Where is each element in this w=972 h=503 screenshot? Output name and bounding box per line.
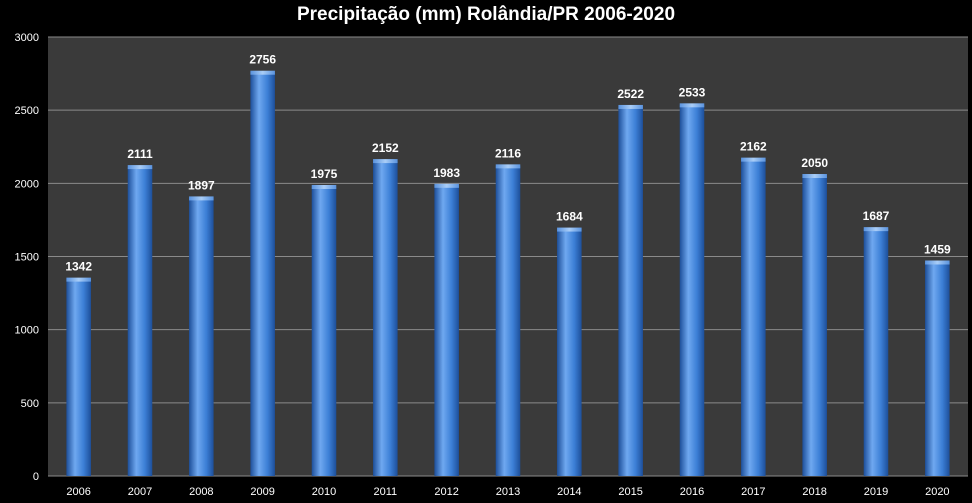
bar <box>802 176 827 476</box>
x-tick-label: 2019 <box>864 486 888 498</box>
data-label: 2050 <box>801 156 828 170</box>
data-labels: 1342 2111 1897 2756 1975 2152 1983 2116 1684 2522… <box>65 53 951 274</box>
bar <box>311 186 337 476</box>
bar <box>557 229 582 476</box>
data-label: 1983 <box>433 166 460 180</box>
data-label: 2111 <box>127 147 153 161</box>
bar <box>189 198 214 476</box>
x-tick-label: 2013 <box>496 486 520 498</box>
x-tick-label: 2014 <box>557 486 581 498</box>
x-tick-label: 2007 <box>128 486 152 498</box>
bar-cap <box>863 227 889 232</box>
y-tick-label: 500 <box>21 398 39 410</box>
x-tick-label: 2009 <box>250 486 274 498</box>
x-tick-label: 2008 <box>189 486 213 498</box>
bar <box>66 279 91 476</box>
data-label: 1897 <box>188 178 215 192</box>
data-label: 2522 <box>617 87 644 101</box>
data-label: 2756 <box>249 53 276 67</box>
bar <box>434 185 459 477</box>
bar-cap <box>250 70 275 75</box>
bars <box>66 70 950 477</box>
bar-cap <box>66 277 91 282</box>
data-label: 2162 <box>740 140 767 154</box>
x-tick-label: 2010 <box>312 486 336 498</box>
y-axis: 0 500 1000 1500 2000 2500 3000 <box>15 32 39 483</box>
bar <box>925 262 950 476</box>
bar <box>741 159 766 477</box>
bar-cap <box>925 260 950 265</box>
bar-cap <box>373 159 398 164</box>
x-tick-label: 2006 <box>66 486 90 498</box>
bar <box>373 161 398 476</box>
x-tick-label: 2016 <box>680 486 704 498</box>
x-tick-label: 2017 <box>741 486 765 498</box>
bar-cap <box>679 103 705 108</box>
x-tick-label: 2012 <box>434 486 458 498</box>
y-tick-label: 2500 <box>15 105 39 117</box>
bar-cap <box>802 174 827 179</box>
data-label: 1459 <box>924 242 951 256</box>
bar <box>618 106 643 477</box>
bar-cap <box>618 104 643 109</box>
x-tick-label: 2020 <box>925 486 949 498</box>
bar-cap <box>557 227 582 232</box>
bar-cap <box>189 196 214 201</box>
chart-title: Precipitação (mm) Rolândia/PR 2006-2020 <box>297 4 675 25</box>
y-tick-label: 3000 <box>15 32 39 44</box>
bar-cap <box>127 165 153 170</box>
bar-cap <box>495 164 521 169</box>
data-label: 2533 <box>679 85 706 99</box>
data-label: 2116 <box>495 146 521 160</box>
x-axis: 2006 2007 2008 2009 2010 2011 2012 2013 2014 2015… <box>66 486 949 498</box>
x-tick-label: 2011 <box>374 486 398 498</box>
bar-cap <box>434 183 459 188</box>
bar <box>863 229 889 476</box>
x-tick-label: 2018 <box>802 486 826 498</box>
bar-cap <box>741 157 766 162</box>
bar <box>127 167 153 476</box>
x-tick-label: 2015 <box>618 486 642 498</box>
bar-cap <box>311 184 337 189</box>
data-label: 1684 <box>556 210 583 224</box>
data-label: 1975 <box>311 167 338 181</box>
bar <box>250 72 275 477</box>
data-label: 1342 <box>65 260 92 274</box>
y-tick-label: 1000 <box>15 325 39 337</box>
data-label: 1687 <box>863 209 890 223</box>
bar <box>495 166 521 476</box>
y-tick-label: 2000 <box>15 178 39 190</box>
y-tick-label: 1500 <box>15 252 39 264</box>
bar <box>679 105 705 476</box>
y-tick-label: 0 <box>33 471 39 483</box>
data-label: 2152 <box>372 141 399 155</box>
